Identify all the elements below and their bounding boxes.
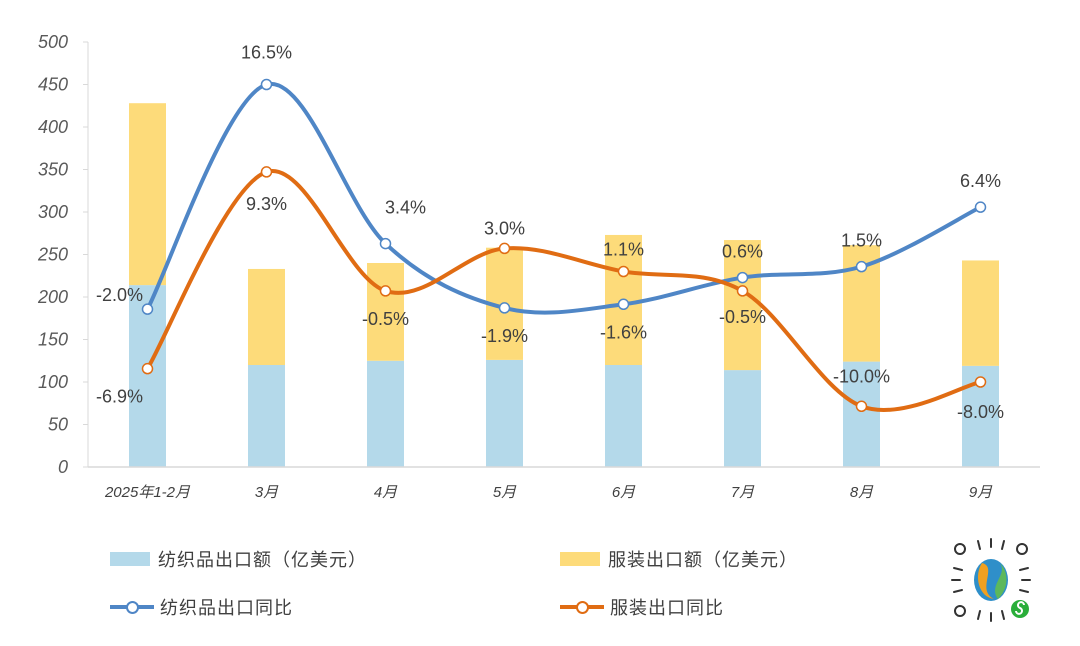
x-tick-label: 9月 — [969, 484, 993, 501]
y-tick-label: 350 — [38, 160, 68, 180]
data-point — [141, 362, 154, 375]
y-tick-label: 300 — [38, 202, 68, 222]
legend-item-apparel-export: 服装出口额（亿美元） — [560, 546, 798, 572]
x-tick-label: 5月 — [493, 484, 517, 501]
data-label: -0.5% — [719, 307, 766, 327]
legend-item-textile-export: 纺织品出口额（亿美元） — [110, 546, 367, 572]
x-tick-label: 2025年1-2月 — [104, 484, 191, 501]
data-label: -2.0% — [96, 285, 143, 305]
data-label: 16.5% — [241, 43, 292, 63]
bar-textile — [486, 359, 523, 467]
chart: 0 50 100 150 200 250 300 350 400 450 500 2025年1-2月 3… — [37, 32, 1040, 501]
data-point — [617, 298, 630, 311]
data-point — [855, 260, 868, 273]
data-label: -0.5% — [362, 309, 409, 329]
legend-line-marker — [560, 600, 604, 614]
data-point — [974, 201, 987, 213]
bar-apparel — [962, 260, 999, 366]
legend-label: 服装出口额（亿美元） — [608, 550, 798, 571]
data-point — [260, 78, 273, 91]
bar-textile — [843, 361, 880, 467]
bar-apparel — [367, 263, 404, 361]
data-label: 1.1% — [603, 240, 644, 260]
x-tick-label: 7月 — [731, 484, 755, 501]
legend-swatch — [110, 552, 150, 566]
data-label: 0.6% — [722, 242, 763, 262]
legend-label: 纺织品出口同比 — [160, 598, 293, 619]
y-tick-label: 50 — [48, 415, 68, 435]
data-label: 9.3% — [246, 194, 287, 214]
data-point — [498, 242, 511, 255]
legend-swatch — [560, 552, 600, 566]
mini-program-code-logo — [951, 538, 1031, 622]
y-tick-label: 100 — [38, 372, 68, 392]
x-tick-label: 3月 — [255, 484, 279, 501]
bar-textile — [248, 365, 285, 467]
data-point — [855, 400, 868, 413]
data-label: 3.4% — [385, 198, 426, 218]
bar-apparel — [724, 240, 761, 371]
bar-apparel — [248, 268, 285, 365]
bar-textile — [724, 370, 761, 467]
data-point — [498, 302, 511, 314]
y-tick-label: 400 — [38, 117, 68, 137]
legend: 纺织品出口额（亿美元） 服装出口额（亿美元） 纺织品出口同比 服装出口同比 — [110, 540, 870, 630]
data-label: -1.9% — [481, 326, 528, 346]
bar-textile — [367, 360, 404, 467]
bar-textile — [129, 285, 166, 467]
legend-item-textile-yoy: 纺织品出口同比 — [110, 594, 293, 620]
y-tick-label: 200 — [37, 287, 68, 307]
data-label: -1.6% — [600, 322, 647, 342]
legend-label: 服装出口同比 — [610, 598, 724, 619]
data-point — [260, 166, 273, 178]
legend-line-marker — [110, 600, 154, 614]
data-point — [379, 285, 392, 297]
y-tick-label: 150 — [38, 330, 68, 350]
y-tick-label: 0 — [58, 457, 68, 477]
bar-textile — [605, 365, 642, 467]
legend-label: 纺织品出口额（亿美元） — [158, 550, 367, 571]
data-point — [617, 265, 630, 278]
data-label: 3.0% — [484, 218, 525, 238]
y-tick-label: 450 — [38, 75, 68, 95]
x-tick-label: 4月 — [374, 484, 398, 501]
data-point — [379, 237, 392, 250]
x-tick-label: 6月 — [612, 484, 636, 501]
data-label: 1.5% — [841, 231, 882, 251]
data-label: -6.9% — [96, 387, 143, 407]
data-label: -8.0% — [957, 402, 1004, 422]
data-label: 6.4% — [960, 171, 1001, 191]
y-tick-label: 500 — [38, 32, 68, 52]
y-tick-label: 250 — [37, 245, 68, 265]
data-point — [141, 303, 154, 315]
data-point — [736, 271, 749, 284]
legend-item-apparel-yoy: 服装出口同比 — [560, 594, 724, 620]
data-point — [736, 285, 749, 297]
data-point — [974, 376, 987, 388]
data-label: -10.0% — [833, 366, 890, 386]
bar-apparel — [129, 103, 166, 286]
x-tick-label: 8月 — [850, 484, 874, 501]
